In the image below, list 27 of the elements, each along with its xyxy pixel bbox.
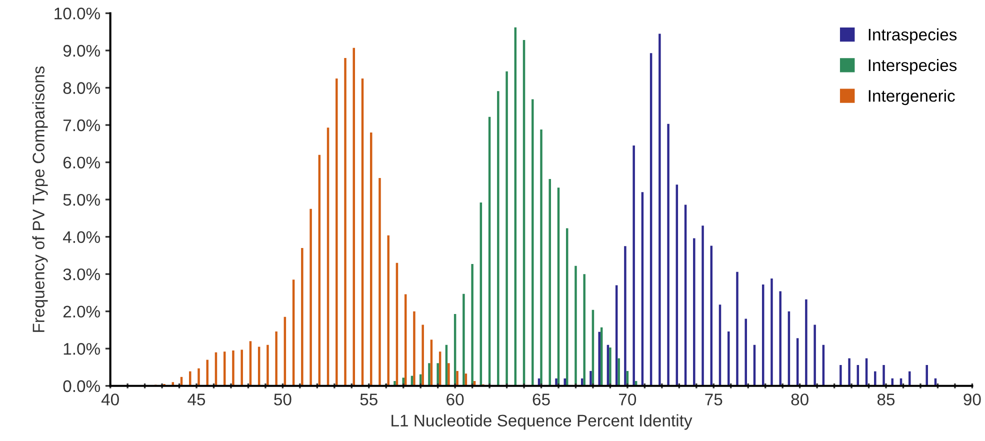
y-tick-label: 3.0% <box>63 268 100 280</box>
y-tick-label: 8.0% <box>63 82 100 94</box>
y-tick-label: 7.0% <box>63 119 100 132</box>
x-axis-title: L1 Nucleotide Sequence Percent Identity <box>392 414 692 430</box>
y-axis-title: Frequency of PV Type Comparisons <box>32 66 48 332</box>
y-tick-label: 4.0% <box>62 231 100 244</box>
legend-label: Intergeneric <box>868 90 955 106</box>
x-tick-label: 85 <box>877 394 895 406</box>
y-tick-label: 1.0% <box>64 343 100 355</box>
x-tick-label: 45 <box>188 394 206 406</box>
y-tick-label: 9.0% <box>63 44 100 57</box>
x-tick-label: 80 <box>791 394 808 406</box>
legend-label: Intraspecies <box>868 28 957 44</box>
y-tick-label: 10.0% <box>54 8 100 20</box>
x-tick-label: 40 <box>101 394 119 406</box>
y-tick-label: 6.0% <box>63 156 100 168</box>
x-tick-label: 50 <box>274 394 292 406</box>
x-tick-label: 90 <box>964 394 981 406</box>
x-tick-label: 55 <box>360 394 378 406</box>
y-tick-label: 2.0% <box>63 306 100 318</box>
x-tick-label: 60 <box>446 394 464 406</box>
x-tick-label: 75 <box>705 394 722 406</box>
legend-label: Interspecies <box>868 58 957 74</box>
x-tick-label: 70 <box>619 394 636 406</box>
x-tick-label: 65 <box>532 394 550 406</box>
y-tick-label: 5.0% <box>63 194 100 206</box>
y-tick-label: 0.0% <box>63 380 100 392</box>
